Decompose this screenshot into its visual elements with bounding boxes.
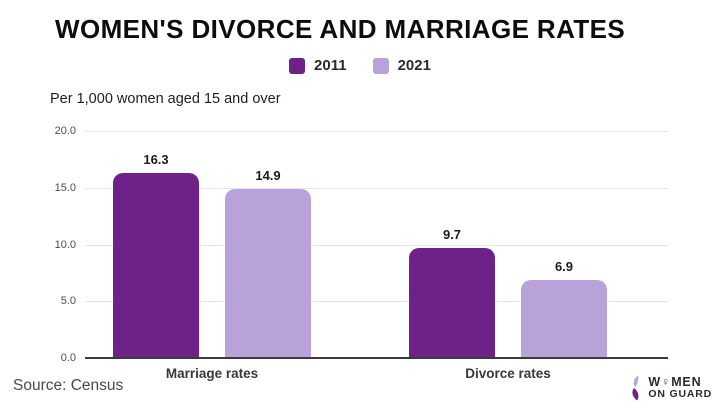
gridline xyxy=(85,131,668,132)
legend-swatch xyxy=(372,57,389,74)
bar-value-label: 16.3 xyxy=(143,151,169,167)
legend: 2011 2021 xyxy=(0,57,720,74)
bar-2011-marriage-rates xyxy=(113,173,199,358)
y-axis-tick-label: 0.0 xyxy=(60,352,76,364)
female-symbol: ♀ xyxy=(661,374,672,389)
women-on-guard-logo: W♀MEN ON GUARD xyxy=(629,375,712,401)
legend-label: 2011 xyxy=(314,57,347,74)
y-axis-tick-label: 5.0 xyxy=(60,295,76,308)
category-label: Divorce rates xyxy=(465,366,551,381)
source-text: Source: Census xyxy=(13,377,124,394)
bar-2011-divorce-rates xyxy=(409,247,495,358)
logo-line-women: W♀MEN xyxy=(648,374,702,389)
chart-subtitle: Per 1,000 women aged 15 and over xyxy=(50,91,281,107)
legend-swatch xyxy=(289,57,306,74)
gridline xyxy=(85,187,668,189)
y-axis-tick-label: 15.0 xyxy=(54,181,76,194)
bar-value-label: 14.9 xyxy=(255,167,281,183)
x-axis-line xyxy=(85,357,668,359)
page-title: WOMEN'S DIVORCE AND MARRIAGE RATES xyxy=(55,14,626,44)
y-axis-tick-label: 20.0 xyxy=(54,125,76,137)
bar-2021-divorce-rates xyxy=(521,279,607,358)
bar-value-label: 9.7 xyxy=(442,226,462,242)
women-on-guard-icon xyxy=(632,375,639,401)
category-label: Marriage rates xyxy=(165,366,259,381)
gridline xyxy=(85,244,668,246)
legend-label: 2021 xyxy=(397,57,431,74)
logo-wordmark: W♀MEN ON GUARD xyxy=(648,374,712,401)
bar-chart: 0.0 5.0 10.0 15.0 20.0 16.3 14.9 Marriage rates… xyxy=(55,125,668,381)
gridline xyxy=(85,301,668,303)
y-axis-tick-label: 10.0 xyxy=(54,238,76,251)
legend-item-2011: 2011 xyxy=(289,57,347,74)
logo-line-on-guard: ON GUARD xyxy=(648,388,712,401)
bar-2021-marriage-rates xyxy=(225,188,311,358)
legend-item-2021: 2021 xyxy=(372,57,431,74)
bar-value-label: 6.9 xyxy=(554,258,574,274)
